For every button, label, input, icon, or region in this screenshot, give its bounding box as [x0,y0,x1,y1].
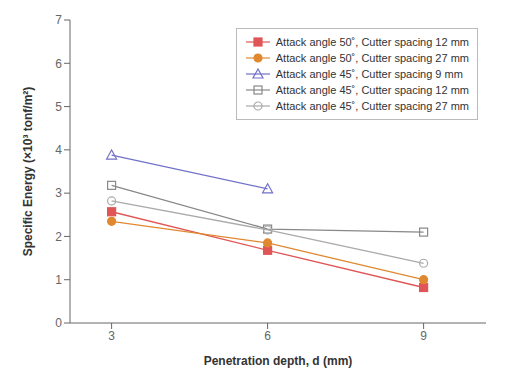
svg-text:7: 7 [55,13,62,27]
svg-text:1: 1 [55,273,62,287]
svg-text:3: 3 [108,329,115,343]
html-text:Attack angle 50˚, Cutter spaci: Attack angle 50˚, Cutter spacing 27 mm [275,52,469,64]
svg-text:4: 4 [55,143,62,157]
svg-text:9: 9 [420,329,427,343]
svg-text:2: 2 [55,230,62,244]
svg-text:3: 3 [55,186,62,200]
svg-text:0: 0 [55,316,62,330]
html-text:Attack angle 45˚, Cutter spaci: Attack angle 45˚, Cutter spacing 12 mm [275,84,469,96]
svg-text:Penetration depth, d (mm): Penetration depth, d (mm) [204,354,353,368]
html-text:Attack angle 45˚, Cutter spaci: Attack angle 45˚, Cutter spacing 27 mm [275,100,469,112]
svg-text:6: 6 [264,329,271,343]
svg-text:6: 6 [55,57,62,71]
svg-text:Specific Energy (×10³ tonf/m²): Specific Energy (×10³ tonf/m²) [21,87,35,257]
html-text:Attack angle 45˚, Cutter spaci: Attack angle 45˚, Cutter spacing 9 mm [275,68,463,80]
svg-text:5: 5 [55,100,62,114]
html-text:Attack angle 50˚, Cutter spaci: Attack angle 50˚, Cutter spacing 12 mm [275,36,469,48]
